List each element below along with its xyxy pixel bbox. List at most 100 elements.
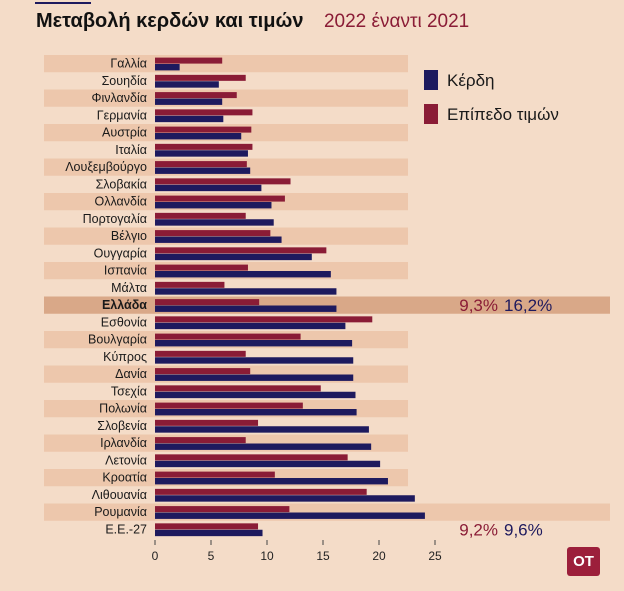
bar-profits <box>155 133 242 140</box>
bar-profits <box>155 512 425 519</box>
bar-profits <box>155 374 354 381</box>
bar-prices <box>155 488 367 495</box>
bar-profits <box>155 202 272 209</box>
bar-profits <box>155 305 337 312</box>
bars <box>155 57 425 537</box>
bar-profits <box>155 426 369 433</box>
row-band <box>44 89 408 107</box>
category-label: Βουλγαρία <box>88 333 147 347</box>
category-label: Ρουμανία <box>94 505 147 519</box>
row-band <box>44 158 408 176</box>
callout-profits-value: 9,6% <box>504 520 543 539</box>
legend-swatch <box>424 70 438 90</box>
bar-prices <box>155 161 247 168</box>
bar-prices <box>155 281 225 288</box>
category-label: Ιταλία <box>115 143 147 157</box>
x-tick-label: 20 <box>372 549 386 563</box>
bar-profits <box>155 478 388 485</box>
category-label: Γερμανία <box>97 108 147 122</box>
bar-profits <box>155 391 356 399</box>
bar-prices <box>155 454 348 461</box>
category-label: Σλοβακία <box>96 177 147 191</box>
category-label: Ολλανδία <box>95 195 147 209</box>
callout-prices-value: 9,3% <box>459 296 498 315</box>
bar-profits <box>155 443 372 450</box>
bar-profits <box>155 288 337 295</box>
bar-profits <box>155 253 312 261</box>
category-label: Ε.Ε.-27 <box>105 522 147 536</box>
bar-profits <box>155 495 415 502</box>
category-label: Τσεχία <box>111 384 147 398</box>
category-label: Ουγγαρία <box>94 246 147 260</box>
callout-prices-value: 9,2% <box>459 520 498 539</box>
bar-prices <box>155 195 285 202</box>
category-label: Κροατία <box>102 471 147 485</box>
category-label: Βέλγιο <box>111 229 147 243</box>
bar-profits <box>155 115 224 123</box>
x-tick-label: 5 <box>208 549 215 563</box>
bar-profits <box>155 271 331 278</box>
bar-prices <box>155 523 259 530</box>
category-label: Πολωνία <box>99 402 147 416</box>
row-band <box>44 124 408 142</box>
bar-profits <box>155 322 346 330</box>
bar-profits <box>155 460 381 468</box>
x-tick-label: 15 <box>316 549 330 563</box>
bar-prices <box>155 143 253 150</box>
bar-prices <box>155 437 246 444</box>
category-label: Φινλανδία <box>92 91 148 105</box>
category-label: Σουηδία <box>102 74 147 88</box>
category-label: Κύπρος <box>103 350 147 364</box>
category-label: Λετονία <box>105 453 147 467</box>
category-label: Ισπανία <box>104 264 147 278</box>
bar-profits <box>155 98 223 105</box>
bar-prices <box>155 57 223 64</box>
category-labels: Γαλλία Σουηδία Φινλανδία Γερμανία Αυστρία Ιτα… <box>65 57 147 537</box>
bar-profits <box>155 81 219 88</box>
x-axis: 0 5 10 15 20 25 <box>152 540 442 563</box>
row-band <box>44 55 408 73</box>
category-label: Μάλτα <box>111 281 147 295</box>
x-tick-label: 0 <box>152 549 159 563</box>
bar-profits <box>155 64 180 71</box>
chart-header: Μεταβολή κερδών και τιμών 2022 έναντι 20… <box>36 10 469 33</box>
bar-prices <box>155 471 275 478</box>
category-label: Εσθονία <box>101 315 147 329</box>
bar-profits <box>155 219 274 226</box>
bar-prices <box>155 74 246 81</box>
bar-profits <box>155 236 282 243</box>
bar-prices <box>155 402 303 409</box>
bar-prices <box>155 299 260 306</box>
header-accent-rule <box>35 2 91 4</box>
legend: Κέρδη Επίπεδο τιμών <box>424 70 559 124</box>
bar-profits <box>155 167 251 174</box>
category-label: Λουξεμβούργο <box>65 160 147 174</box>
category-label: Λιθουανία <box>92 488 147 502</box>
bar-prices <box>155 178 291 185</box>
x-tick-label: 25 <box>428 549 442 563</box>
bar-profits <box>155 340 353 347</box>
legend-swatch <box>424 104 438 124</box>
bar-prices <box>155 230 271 237</box>
category-label: Αυστρία <box>102 126 147 140</box>
row-band <box>44 193 408 211</box>
bar-prices <box>155 92 237 99</box>
bar-prices <box>155 316 373 323</box>
callout-profits-value: 16,2% <box>504 296 552 315</box>
bar-prices <box>155 212 246 219</box>
bar-prices <box>155 368 251 375</box>
bar-prices <box>155 419 259 426</box>
bar-prices <box>155 109 253 116</box>
legend-label: Κέρδη <box>447 71 495 90</box>
category-label: Δανία <box>115 367 147 381</box>
bar-profits <box>155 357 354 364</box>
bar-prices <box>155 247 327 254</box>
bar-prices <box>155 126 252 133</box>
category-label: Πορτογαλία <box>83 212 147 226</box>
category-label: Σλοβενία <box>97 419 147 433</box>
bar-profits <box>155 184 262 192</box>
publisher-logo-badge: ΟΤ <box>567 547 600 576</box>
bar-prices <box>155 333 301 340</box>
x-tick-label: 10 <box>260 549 274 563</box>
